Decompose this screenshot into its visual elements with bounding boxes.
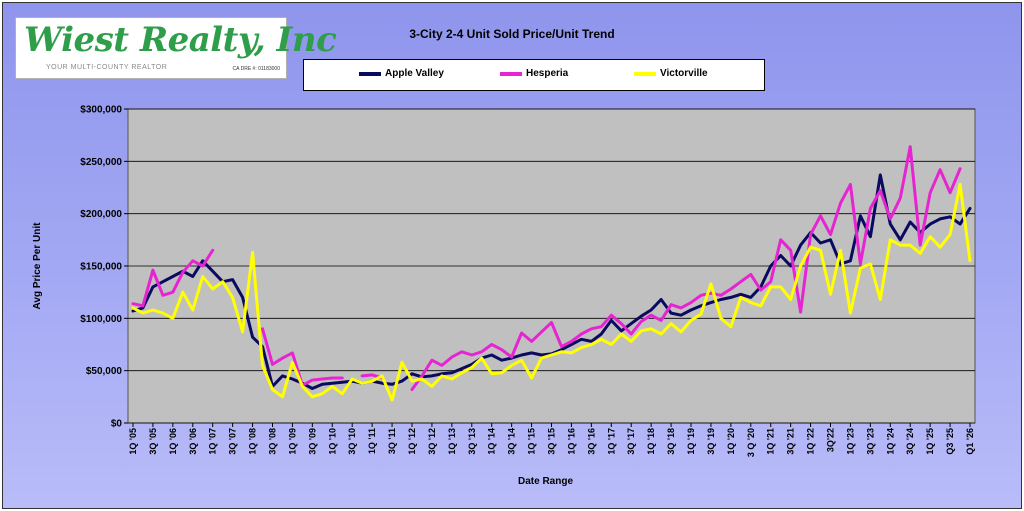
legend-label: Apple Valley [385, 68, 444, 79]
y-tick-label: $100,000 [80, 314, 122, 325]
x-tick-label: 3Q '10 [347, 428, 357, 455]
x-tick-label: 1Q '08 [248, 428, 258, 455]
x-tick-label: 3Q '11 [387, 428, 397, 454]
x-tick-label: 3Q '19 [706, 428, 716, 455]
x-tick-label: 3Q '13 [467, 428, 477, 455]
x-tick-label: 3Q '07 [228, 428, 238, 455]
x-tick-label: 3Q '16 [586, 428, 596, 455]
x-tick-label: 3 Q '20 [746, 428, 756, 457]
x-tick-label: 3Q '23 [865, 428, 875, 455]
legend-swatch [359, 71, 381, 76]
y-tick-label: $150,000 [80, 262, 122, 273]
x-tick-label: 3Q '06 [188, 428, 198, 455]
x-tick-label: 1Q '09 [287, 428, 297, 455]
x-tick-label: 3Q '08 [267, 428, 277, 455]
y-axis-title: Avg Price Per Unit [32, 222, 43, 310]
x-tick-label: 1Q '19 [686, 428, 696, 455]
x-tick-label: 1Q '25 [925, 428, 935, 455]
x-tick-label: 1Q '07 [208, 428, 218, 455]
x-tick-label: 1Q '11 [367, 428, 377, 454]
legend-item-apple-valley: Apple Valley [359, 68, 444, 82]
chart-title: 3-City 2-4 Unit Sold Price/Unit Trend [409, 27, 615, 41]
x-tick-label: 3Q '17 [626, 428, 636, 455]
x-tick-label: 1Q '20 [726, 428, 736, 455]
x-tick-label: 1Q '16 [566, 428, 576, 455]
x-tick-label: 3Q '15 [547, 428, 557, 455]
series-line-victorville [131, 182, 972, 402]
legend-label: Hesperia [526, 68, 569, 79]
x-axis-title: Date Range [518, 476, 573, 487]
x-tick-label: 3Q '18 [666, 428, 676, 455]
legend-swatch [500, 71, 522, 76]
x-tick-label: 1Q '21 [766, 428, 776, 455]
logo-tagline: YOUR MULTI-COUNTY REALTOR [46, 64, 168, 71]
legend-label: Victorville [660, 68, 708, 79]
x-tick-label: 1Q '13 [447, 428, 457, 455]
y-tick-label: $0 [111, 419, 123, 430]
x-tick-label: 1Q '17 [606, 428, 616, 455]
chart-legend: Apple Valley Hesperia Victorville [303, 59, 765, 91]
y-tick-label: $300,000 [80, 105, 122, 116]
x-tick-label: 3Q '14 [507, 428, 517, 455]
legend-item-hesperia: Hesperia [500, 68, 568, 82]
x-tick-label: 1Q '18 [646, 428, 656, 455]
legend-item-victorville: Victorville [634, 68, 708, 82]
x-tick-label: 3Q '05 [148, 428, 158, 455]
x-tick-label: Q1 '26 [965, 428, 975, 455]
logo-name: Wiest Realty, Inc [24, 20, 337, 60]
x-tick-label: 1Q '24 [885, 428, 895, 455]
x-tick-label: 3Q '24 [905, 428, 915, 455]
x-tick-label: 1Q '05 [128, 428, 138, 455]
y-tick-label: $50,000 [86, 366, 123, 377]
x-tick-label: 3Q '09 [307, 428, 317, 455]
x-tick-label: 3Q '21 [786, 428, 796, 455]
x-tick-label: Q3 '25 [945, 428, 955, 455]
x-tick-label: 1Q '14 [487, 428, 497, 455]
x-tick-label: 1Q '06 [168, 428, 178, 455]
x-tick-label: 1Q '15 [527, 428, 537, 455]
x-tick-label: 1Q '12 [407, 428, 417, 455]
y-tick-label: $250,000 [80, 157, 122, 168]
company-logo: Wiest Realty, Inc YOUR MULTI-COUNTY REAL… [15, 17, 337, 79]
x-tick-label: 3Q'22 [826, 428, 836, 452]
y-tick-label: $200,000 [80, 209, 122, 220]
x-tick-label: 1Q '10 [327, 428, 337, 455]
x-tick-label: 3Q '12 [427, 428, 437, 455]
x-tick-label: 1Q '23 [845, 428, 855, 455]
x-tick-label: 1Q '22 [806, 428, 816, 455]
legend-swatch [634, 71, 656, 76]
logo-license: CA DRE #: 01183000 [232, 66, 280, 72]
